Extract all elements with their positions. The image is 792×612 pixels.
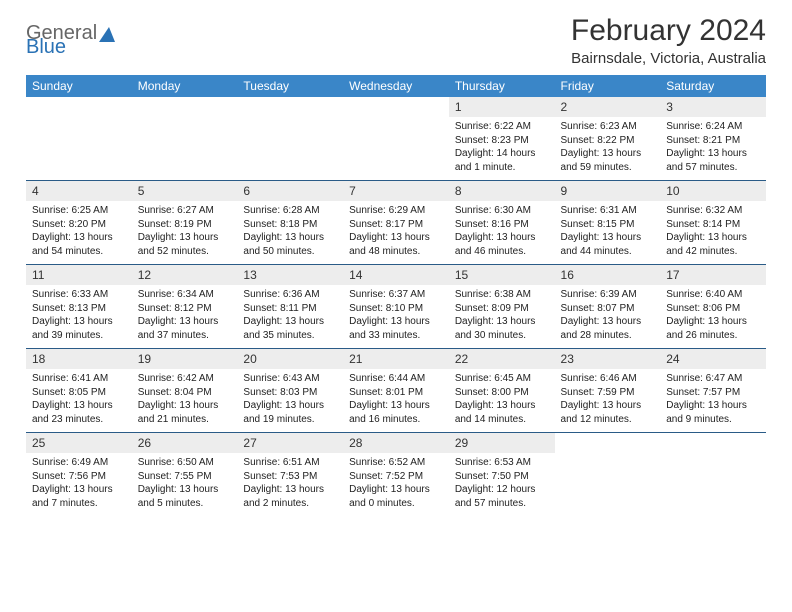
- day-number-cell: 14: [343, 265, 449, 285]
- title-block: February 2024 Bairnsdale, Victoria, Aust…: [571, 14, 766, 67]
- day-number-row: 123: [26, 97, 766, 117]
- day-number-cell: 12: [132, 265, 238, 285]
- day-detail-cell: Sunrise: 6:39 AMSunset: 8:07 PMDaylight:…: [555, 285, 661, 349]
- day-detail-cell: Sunrise: 6:34 AMSunset: 8:12 PMDaylight:…: [132, 285, 238, 349]
- day-detail-cell: Sunrise: 6:41 AMSunset: 8:05 PMDaylight:…: [26, 369, 132, 433]
- day-number-cell: 20: [237, 349, 343, 369]
- day-number-cell: 23: [555, 349, 661, 369]
- location: Bairnsdale, Victoria, Australia: [571, 50, 766, 67]
- day-detail-cell: Sunrise: 6:50 AMSunset: 7:55 PMDaylight:…: [132, 453, 238, 516]
- day-number-cell: 4: [26, 181, 132, 201]
- day-number-cell: 8: [449, 181, 555, 201]
- day-detail-cell: Sunrise: 6:27 AMSunset: 8:19 PMDaylight:…: [132, 201, 238, 265]
- day-number-cell: [660, 433, 766, 453]
- day-number-cell: 2: [555, 97, 661, 117]
- calendar-table: Sunday Monday Tuesday Wednesday Thursday…: [26, 75, 766, 516]
- month-title: February 2024: [571, 14, 766, 48]
- day-detail-cell: Sunrise: 6:46 AMSunset: 7:59 PMDaylight:…: [555, 369, 661, 433]
- day-number-cell: 18: [26, 349, 132, 369]
- day-detail-cell: [132, 117, 238, 181]
- dow-wednesday: Wednesday: [343, 75, 449, 97]
- day-detail-cell: Sunrise: 6:51 AMSunset: 7:53 PMDaylight:…: [237, 453, 343, 516]
- day-detail-cell: Sunrise: 6:38 AMSunset: 8:09 PMDaylight:…: [449, 285, 555, 349]
- day-detail-row: Sunrise: 6:25 AMSunset: 8:20 PMDaylight:…: [26, 201, 766, 265]
- calendar-page: General February 2024 Bairnsdale, Victor…: [0, 0, 792, 536]
- day-number-cell: 17: [660, 265, 766, 285]
- dow-sunday: Sunday: [26, 75, 132, 97]
- day-detail-cell: Sunrise: 6:40 AMSunset: 8:06 PMDaylight:…: [660, 285, 766, 349]
- day-detail-cell: Sunrise: 6:37 AMSunset: 8:10 PMDaylight:…: [343, 285, 449, 349]
- day-detail-cell: Sunrise: 6:43 AMSunset: 8:03 PMDaylight:…: [237, 369, 343, 433]
- day-detail-row: Sunrise: 6:22 AMSunset: 8:23 PMDaylight:…: [26, 117, 766, 181]
- dow-friday: Friday: [555, 75, 661, 97]
- day-number-cell: 9: [555, 181, 661, 201]
- day-number-cell: 28: [343, 433, 449, 453]
- day-detail-cell: Sunrise: 6:22 AMSunset: 8:23 PMDaylight:…: [449, 117, 555, 181]
- day-detail-cell: [555, 453, 661, 516]
- day-number-cell: 10: [660, 181, 766, 201]
- day-detail-cell: Sunrise: 6:33 AMSunset: 8:13 PMDaylight:…: [26, 285, 132, 349]
- day-number-cell: 5: [132, 181, 238, 201]
- day-detail-cell: Sunrise: 6:29 AMSunset: 8:17 PMDaylight:…: [343, 201, 449, 265]
- day-detail-cell: Sunrise: 6:23 AMSunset: 8:22 PMDaylight:…: [555, 117, 661, 181]
- day-number-cell: 11: [26, 265, 132, 285]
- day-detail-cell: [343, 117, 449, 181]
- day-number-row: 2526272829: [26, 433, 766, 453]
- day-detail-cell: [237, 117, 343, 181]
- day-number-cell: 13: [237, 265, 343, 285]
- day-detail-cell: Sunrise: 6:44 AMSunset: 8:01 PMDaylight:…: [343, 369, 449, 433]
- day-number-cell: 3: [660, 97, 766, 117]
- day-number-row: 45678910: [26, 181, 766, 201]
- day-detail-row: Sunrise: 6:41 AMSunset: 8:05 PMDaylight:…: [26, 369, 766, 433]
- day-number-cell: [555, 433, 661, 453]
- day-number-cell: [26, 97, 132, 117]
- day-number-cell: [237, 97, 343, 117]
- day-number-cell: 21: [343, 349, 449, 369]
- header: General February 2024 Bairnsdale, Victor…: [26, 14, 766, 67]
- day-number-cell: 15: [449, 265, 555, 285]
- day-number-cell: [343, 97, 449, 117]
- day-detail-cell: [26, 117, 132, 181]
- dow-monday: Monday: [132, 75, 238, 97]
- day-detail-cell: Sunrise: 6:30 AMSunset: 8:16 PMDaylight:…: [449, 201, 555, 265]
- day-number-cell: 24: [660, 349, 766, 369]
- day-detail-cell: Sunrise: 6:24 AMSunset: 8:21 PMDaylight:…: [660, 117, 766, 181]
- day-detail-cell: Sunrise: 6:36 AMSunset: 8:11 PMDaylight:…: [237, 285, 343, 349]
- day-detail-cell: Sunrise: 6:49 AMSunset: 7:56 PMDaylight:…: [26, 453, 132, 516]
- day-detail-cell: Sunrise: 6:52 AMSunset: 7:52 PMDaylight:…: [343, 453, 449, 516]
- logo-text-2: Blue: [26, 36, 66, 59]
- day-number-row: 18192021222324: [26, 349, 766, 369]
- day-number-cell: 26: [132, 433, 238, 453]
- day-detail-row: Sunrise: 6:33 AMSunset: 8:13 PMDaylight:…: [26, 285, 766, 349]
- day-number-cell: 6: [237, 181, 343, 201]
- day-number-cell: [132, 97, 238, 117]
- day-detail-cell: Sunrise: 6:47 AMSunset: 7:57 PMDaylight:…: [660, 369, 766, 433]
- day-detail-row: Sunrise: 6:49 AMSunset: 7:56 PMDaylight:…: [26, 453, 766, 516]
- day-detail-cell: Sunrise: 6:25 AMSunset: 8:20 PMDaylight:…: [26, 201, 132, 265]
- day-detail-cell: Sunrise: 6:45 AMSunset: 8:00 PMDaylight:…: [449, 369, 555, 433]
- dow-saturday: Saturday: [660, 75, 766, 97]
- day-number-row: 11121314151617: [26, 265, 766, 285]
- day-number-cell: 19: [132, 349, 238, 369]
- calendar-body: 123 Sunrise: 6:22 AMSunset: 8:23 PMDayli…: [26, 97, 766, 516]
- dow-thursday: Thursday: [449, 75, 555, 97]
- dow-tuesday: Tuesday: [237, 75, 343, 97]
- day-number-cell: 1: [449, 97, 555, 117]
- logo-sail-icon: [99, 25, 121, 43]
- day-of-week-header-row: Sunday Monday Tuesday Wednesday Thursday…: [26, 75, 766, 97]
- day-detail-cell: Sunrise: 6:31 AMSunset: 8:15 PMDaylight:…: [555, 201, 661, 265]
- day-detail-cell: Sunrise: 6:28 AMSunset: 8:18 PMDaylight:…: [237, 201, 343, 265]
- day-detail-cell: Sunrise: 6:32 AMSunset: 8:14 PMDaylight:…: [660, 201, 766, 265]
- day-number-cell: 27: [237, 433, 343, 453]
- day-detail-cell: Sunrise: 6:53 AMSunset: 7:50 PMDaylight:…: [449, 453, 555, 516]
- day-number-cell: 29: [449, 433, 555, 453]
- day-detail-cell: [660, 453, 766, 516]
- day-number-cell: 16: [555, 265, 661, 285]
- day-number-cell: 25: [26, 433, 132, 453]
- day-number-cell: 7: [343, 181, 449, 201]
- day-number-cell: 22: [449, 349, 555, 369]
- day-detail-cell: Sunrise: 6:42 AMSunset: 8:04 PMDaylight:…: [132, 369, 238, 433]
